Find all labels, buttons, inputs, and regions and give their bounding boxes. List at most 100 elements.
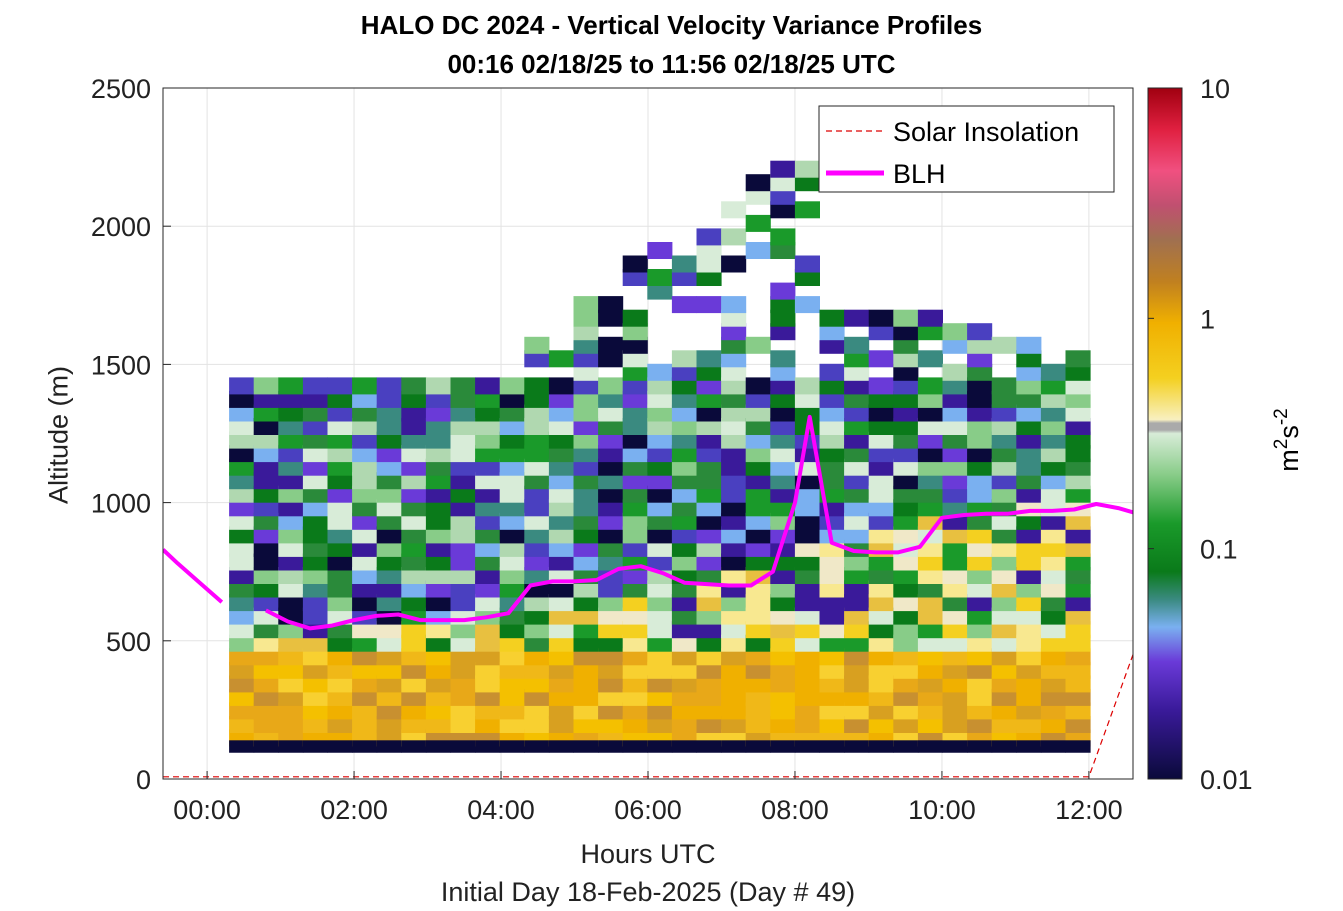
- heatmap-cell: [671, 675, 697, 693]
- heatmap-cell: [327, 553, 353, 571]
- heatmap-cell: [352, 567, 378, 584]
- heatmap-cell: [745, 688, 771, 706]
- heatmap-cell: [893, 648, 919, 666]
- heatmap-cell: [450, 418, 476, 435]
- heatmap-cell: [524, 621, 550, 639]
- heatmap-cell: [647, 648, 673, 666]
- heatmap-cell: [229, 648, 255, 666]
- heatmap-cell: [794, 675, 820, 693]
- heatmap-cell: [942, 485, 968, 503]
- heatmap-cell: [696, 390, 722, 408]
- heatmap-cell: [598, 688, 624, 706]
- heatmap-cell: [401, 661, 427, 679]
- heatmap-cell: [499, 688, 525, 706]
- heatmap-cell: [622, 607, 648, 625]
- heatmap-cell: [1016, 350, 1042, 368]
- heatmap-cell: [893, 309, 919, 327]
- heatmap-cell: [376, 648, 402, 666]
- heatmap-cell: [622, 716, 648, 733]
- heatmap-cell: [819, 336, 845, 354]
- heatmap-cell: [794, 512, 820, 530]
- heatmap-cell: [967, 404, 993, 422]
- heatmap-cell: [548, 634, 574, 652]
- heatmap-cell: [425, 377, 451, 395]
- heatmap-cell: [352, 539, 378, 557]
- heatmap-cell: [573, 594, 599, 612]
- heatmap-cell: [721, 634, 747, 652]
- heatmap-cell: [302, 526, 328, 544]
- heatmap-cell: [253, 377, 279, 395]
- heatmap-cell: [499, 512, 525, 530]
- heatmap-cell: [302, 702, 328, 720]
- heatmap-cell: [352, 499, 378, 517]
- heatmap-cell: [696, 594, 722, 612]
- heatmap-cell: [770, 567, 796, 584]
- heatmap-cell: [671, 512, 697, 530]
- heatmap-cell: [745, 526, 771, 544]
- heatmap-cell: [622, 648, 648, 666]
- heatmap-cell: [253, 526, 279, 544]
- heatmap-cell: [425, 526, 451, 544]
- heatmap-cell: [1016, 688, 1042, 706]
- heatmap-cell: [794, 201, 820, 219]
- heatmap-cell: [868, 350, 894, 368]
- heatmap-cell: [450, 661, 476, 679]
- heatmap-cell: [425, 702, 451, 720]
- heatmap-cell: [598, 377, 624, 395]
- heatmap-cell: [1016, 567, 1042, 584]
- heatmap-cell: [721, 499, 747, 517]
- heatmap-cell: [450, 648, 476, 666]
- heatmap-cell: [745, 174, 771, 192]
- heatmap-cell: [229, 621, 255, 639]
- heatmap-cell: [696, 228, 722, 246]
- heatmap-cell: [475, 512, 501, 530]
- heatmap-cell: [721, 539, 747, 557]
- heatmap-cell: [917, 661, 943, 679]
- heatmap-cell: [967, 418, 993, 435]
- heatmap-cell: [696, 553, 722, 571]
- heatmap-cell: [819, 418, 845, 435]
- axes: 00:00 02:00 04:00 06:00 08:00 10:00 12:00 0 500 1…: [91, 74, 1123, 825]
- heatmap-cell: [942, 323, 968, 341]
- heatmap-cell: [967, 688, 993, 706]
- legend-blh-label: BLH: [893, 159, 946, 189]
- heatmap-cell: [278, 634, 304, 652]
- heatmap-cell: [401, 648, 427, 666]
- heatmap-cell: [327, 675, 353, 693]
- heatmap-cell: [794, 648, 820, 666]
- heatmap-cell: [622, 512, 648, 530]
- heatmap-cell: [696, 675, 722, 693]
- heatmap-cell: [991, 580, 1017, 598]
- heatmap-cell: [745, 431, 771, 449]
- heatmap-cell: [770, 675, 796, 693]
- heatmap-cell: [721, 336, 747, 354]
- heatmap-cell: [991, 377, 1017, 395]
- heatmap-cell: [1016, 607, 1042, 625]
- heatmap-cell: [548, 458, 574, 476]
- heatmap-cell: [1016, 648, 1042, 666]
- heatmap-cell: [548, 390, 574, 408]
- heatmap-cell: [893, 458, 919, 476]
- heatmap-cell: [942, 648, 968, 666]
- heatmap-cell: [671, 526, 697, 544]
- heatmap-cell: [917, 675, 943, 693]
- colorbar-ticks: 10 1 0.1 0.01: [1148, 74, 1253, 795]
- heatmap-cell: [819, 377, 845, 395]
- heatmap-cell: [598, 716, 624, 733]
- heatmap-cell: [647, 621, 673, 639]
- heatmap-cell: [302, 688, 328, 706]
- heatmap-cell: [376, 445, 402, 463]
- heatmap-cell: [278, 418, 304, 435]
- heatmap-cell: [475, 580, 501, 598]
- heatmap-cell: [425, 740, 451, 753]
- heatmap-cell: [499, 553, 525, 571]
- heatmap-cell: [745, 648, 771, 666]
- heatmap-cell: [671, 688, 697, 706]
- heatmap-cell: [327, 526, 353, 544]
- heatmap-cell: [893, 553, 919, 571]
- heatmap-cell: [745, 458, 771, 476]
- heatmap-cell: [548, 702, 574, 720]
- heatmap-cell: [868, 716, 894, 733]
- heatmap-cell: [844, 648, 870, 666]
- heatmap-cell: [647, 282, 673, 300]
